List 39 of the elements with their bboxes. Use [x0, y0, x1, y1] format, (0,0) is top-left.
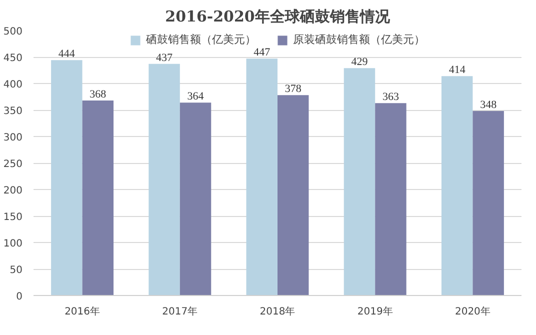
data-label: 447 [254, 46, 271, 59]
data-label: 444 [58, 48, 76, 60]
x-tick-label: 2017年 [162, 306, 198, 318]
y-tick-label: 500 [3, 26, 23, 38]
y-tick-label: 250 [3, 159, 23, 170]
y-tick-label: 150 [3, 212, 23, 223]
y-tick-label: 200 [3, 186, 23, 196]
bar [51, 60, 82, 296]
data-label: 437 [156, 52, 174, 64]
data-label: 364 [187, 90, 204, 103]
legend-label: 原装硒鼓销售额（亿美元） [293, 32, 425, 47]
y-tick-label: 300 [3, 132, 23, 144]
data-label: 348 [480, 99, 498, 112]
bar [82, 100, 114, 296]
y-tick-label: 450 [3, 53, 23, 64]
bar [148, 64, 180, 296]
chart-title: 2016-2020年全球硒鼓销售情况 [165, 8, 391, 26]
x-tick-label: 2018年 [260, 306, 296, 318]
x-tick-label: 2020年 [454, 306, 490, 318]
bar [344, 68, 376, 296]
bar [278, 95, 309, 296]
data-label: 378 [284, 83, 302, 96]
data-label: 429 [351, 56, 368, 68]
x-tick-label: 2016年 [64, 306, 100, 318]
y-tick-label: 400 [3, 80, 23, 90]
bar [180, 102, 212, 296]
bar [246, 58, 278, 296]
bar [441, 76, 473, 296]
data-label: 414 [448, 64, 466, 76]
bar [375, 103, 406, 296]
y-tick-label: 100 [3, 238, 23, 250]
y-tick-label: 350 [3, 106, 23, 117]
y-tick-label: 50 [10, 265, 23, 276]
x-tick-label: 2019年 [357, 306, 393, 318]
legend-label: 硒鼓销售额（亿美元） [146, 32, 256, 47]
data-label: 368 [90, 88, 107, 100]
bar [472, 111, 504, 296]
data-label: 363 [382, 91, 400, 104]
y-tick-label: 0 [16, 292, 23, 302]
